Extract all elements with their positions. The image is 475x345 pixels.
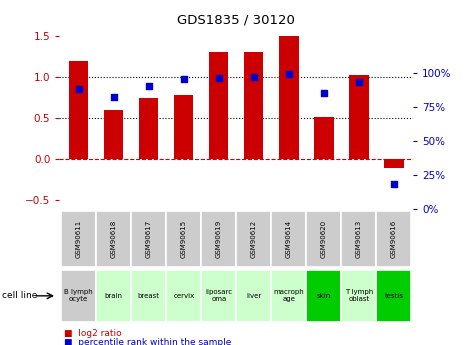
Text: GSM90615: GSM90615 <box>181 220 187 258</box>
Bar <box>271 270 306 322</box>
Text: ■  percentile rank within the sample: ■ percentile rank within the sample <box>64 338 231 345</box>
Text: GSM90620: GSM90620 <box>321 220 327 258</box>
Bar <box>342 211 377 267</box>
Title: GDS1835 / 30120: GDS1835 / 30120 <box>177 13 295 27</box>
Text: GSM90614: GSM90614 <box>286 220 292 258</box>
Text: liver: liver <box>246 293 261 299</box>
Bar <box>96 270 131 322</box>
Text: B lymph
ocyte: B lymph ocyte <box>64 289 93 302</box>
Bar <box>209 52 228 159</box>
Bar <box>131 270 166 322</box>
Point <box>180 77 188 82</box>
Text: GSM90618: GSM90618 <box>111 220 117 258</box>
Text: GSM90619: GSM90619 <box>216 220 222 258</box>
Text: ■  log2 ratio: ■ log2 ratio <box>64 329 122 338</box>
Bar <box>139 98 158 159</box>
Point <box>320 90 328 96</box>
Text: skin: skin <box>317 293 331 299</box>
Point <box>110 94 117 100</box>
Point <box>390 181 398 187</box>
Bar <box>377 211 411 267</box>
Bar <box>174 95 193 159</box>
Text: cell line: cell line <box>2 291 38 300</box>
Text: macroph
age: macroph age <box>274 289 304 302</box>
Bar <box>237 211 271 267</box>
Text: testis: testis <box>384 293 403 299</box>
Bar <box>166 211 201 267</box>
Text: breast: breast <box>138 293 160 299</box>
Bar <box>166 270 201 322</box>
Bar <box>201 211 237 267</box>
Bar <box>306 270 342 322</box>
Bar <box>104 110 124 159</box>
Bar <box>61 270 96 322</box>
Bar <box>342 270 377 322</box>
Text: brain: brain <box>104 293 123 299</box>
Bar <box>384 159 404 168</box>
Text: cervix: cervix <box>173 293 194 299</box>
Bar <box>201 270 237 322</box>
Bar <box>314 117 333 159</box>
Bar <box>279 36 298 159</box>
Text: liposarc
oma: liposarc oma <box>205 289 232 302</box>
Text: GSM90611: GSM90611 <box>76 220 82 258</box>
Bar <box>306 211 342 267</box>
Point <box>145 83 152 89</box>
Point <box>285 71 293 77</box>
Point <box>250 74 257 79</box>
Bar <box>349 75 369 159</box>
Point <box>75 86 83 92</box>
Bar <box>131 211 166 267</box>
Text: GSM90612: GSM90612 <box>251 220 257 258</box>
Bar <box>271 211 306 267</box>
Text: GSM90613: GSM90613 <box>356 220 362 258</box>
Text: GSM90617: GSM90617 <box>146 220 152 258</box>
Bar <box>244 52 264 159</box>
Bar <box>377 270 411 322</box>
Bar <box>61 211 96 267</box>
Bar <box>69 60 88 159</box>
Point <box>215 75 223 81</box>
Bar <box>237 270 271 322</box>
Point <box>355 79 363 85</box>
Text: T lymph
oblast: T lymph oblast <box>345 289 373 302</box>
Bar <box>96 211 131 267</box>
Text: GSM90616: GSM90616 <box>391 220 397 258</box>
